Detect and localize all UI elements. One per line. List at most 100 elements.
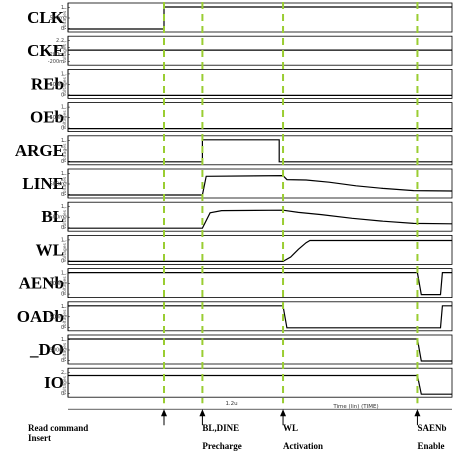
marker-arrow-head xyxy=(161,409,167,417)
tick-label: 1 xyxy=(61,304,64,310)
x-tick-label: 1.2u xyxy=(225,401,237,407)
y-axis-label: Voltages ( xyxy=(62,207,68,230)
waveform-aenb xyxy=(68,272,452,296)
tick-label: 0 xyxy=(61,159,64,165)
y-axis-label: Voltages ( xyxy=(62,373,68,396)
tick-label: 0 xyxy=(61,358,64,364)
tick-label: 1 xyxy=(61,138,64,144)
marker-arrow-head xyxy=(199,409,206,417)
y-axis-label: Voltages ( xyxy=(62,41,68,64)
tick-label: 1 xyxy=(61,337,64,343)
tick-label: 0 xyxy=(61,391,64,397)
tick-label: 1 xyxy=(61,237,64,243)
marker-annotation: Enable xyxy=(417,441,444,451)
panel-frame xyxy=(67,268,453,299)
x-axis-label: Time (lin) (TIME) xyxy=(332,404,378,410)
tick-label: 0 xyxy=(61,192,64,198)
tick-label: 1 xyxy=(61,171,64,177)
panel-frame xyxy=(67,301,453,332)
y-axis-label: Voltages ( xyxy=(62,240,68,263)
signal-label: CLK xyxy=(27,8,65,27)
signal-label: IO xyxy=(44,373,64,392)
panel-_do: _DO Voltages (1 500m 0 xyxy=(29,334,453,365)
signal-label: REb xyxy=(31,74,64,93)
tick-label: 0 xyxy=(61,292,64,298)
tick-label: 0 xyxy=(61,258,64,264)
signal-label: ARGE xyxy=(15,141,64,160)
y-axis-label: Voltages ( xyxy=(62,306,68,329)
y-axis-label: Voltages ( xyxy=(62,339,68,362)
panel-aenb: AENb Voltages (1 500m 0 xyxy=(19,268,453,299)
panel-frame xyxy=(67,234,453,265)
tick-label: 500m xyxy=(50,314,65,320)
y-axis-label: Voltages ( xyxy=(62,140,68,163)
y-axis-label: Voltages ( xyxy=(62,173,68,196)
tick-label: 500m xyxy=(50,215,65,221)
panel-frame xyxy=(67,69,453,99)
waveform-line xyxy=(68,174,453,196)
waveform-oadb xyxy=(68,305,452,329)
signal-label: LINE xyxy=(22,174,64,193)
tick-label: 1 xyxy=(61,271,64,277)
panel-line: LINE Voltages (1 500m 0 xyxy=(22,168,453,199)
marker-arrow-head xyxy=(414,409,421,417)
waveform-io xyxy=(68,374,452,395)
waveform-wl xyxy=(68,239,452,262)
panel-arge: ARGE Voltages (1 0 xyxy=(15,135,453,166)
marker-annotation: Activation xyxy=(283,441,323,451)
tick-label: 0 xyxy=(61,92,64,98)
y-axis-label: Voltages ( xyxy=(62,7,68,30)
panel-wl: WL Voltages (1 0 xyxy=(36,234,453,265)
marker-arrow-head xyxy=(280,409,287,417)
tick-label: 500m xyxy=(50,348,65,354)
panel-oadb: OADb Voltages (1 500m 0 xyxy=(17,301,453,332)
waveform-arge xyxy=(68,139,452,163)
signal-label: AENb xyxy=(19,274,64,293)
y-axis-label: Voltages ( xyxy=(62,107,68,130)
marker-annotation: Insert xyxy=(28,433,51,443)
marker-annotation: Precharge xyxy=(202,441,241,451)
panel-frame xyxy=(67,102,453,132)
tick-label: 1 xyxy=(61,204,64,210)
tick-label: 1 xyxy=(61,71,64,77)
signal-label: OEb xyxy=(30,108,64,127)
tick-label: 500m xyxy=(50,82,65,88)
panel-reb: REb Voltages (1 500m 0 xyxy=(31,69,453,99)
panel-bl: BL Voltages (1 500m 0 xyxy=(41,201,453,232)
tick-label: 0 xyxy=(61,325,64,331)
tick-label: 500m xyxy=(50,182,65,188)
tick-label: 200m xyxy=(50,52,65,58)
panel-frame xyxy=(67,201,453,232)
tick-label: 2 xyxy=(61,370,64,376)
marker-annotation: BL,DINE xyxy=(202,423,239,433)
panel-io: IO Voltages (2 1 0 xyxy=(44,367,453,398)
tick-label: 1 xyxy=(61,381,64,387)
panel-frame xyxy=(67,35,453,66)
marker-annotation: WL xyxy=(283,423,298,433)
signal-label: CKE xyxy=(27,41,64,60)
signal-label: WL xyxy=(36,240,64,259)
y-axis-label: Voltages ( xyxy=(62,74,68,97)
tick-label: -200m xyxy=(48,59,64,65)
tick-label: 0 xyxy=(61,225,64,231)
waveform-_do xyxy=(68,338,452,362)
tick-label: 500m xyxy=(50,281,65,287)
signal-label: OADb xyxy=(17,307,64,326)
signal-label: _DO xyxy=(29,340,64,359)
tick-label: 1 xyxy=(61,5,64,11)
panel-oeb: OEb Voltages (1 500m 0 xyxy=(30,102,453,132)
tick-label: 2.2 xyxy=(56,38,64,44)
tick-label: 0 xyxy=(61,126,64,132)
marker-annotation: Read command xyxy=(28,423,88,433)
tick-label: 0 xyxy=(61,26,64,32)
panel-frame xyxy=(67,2,453,33)
tick-label: 500m xyxy=(50,115,65,121)
tick-label: 1 xyxy=(61,105,64,111)
panel-frame xyxy=(67,367,453,398)
signal-label: BL xyxy=(41,207,64,226)
marker-annotation: SAENb xyxy=(417,423,446,433)
waveform-bl xyxy=(68,209,453,229)
panel-frame xyxy=(67,334,453,365)
